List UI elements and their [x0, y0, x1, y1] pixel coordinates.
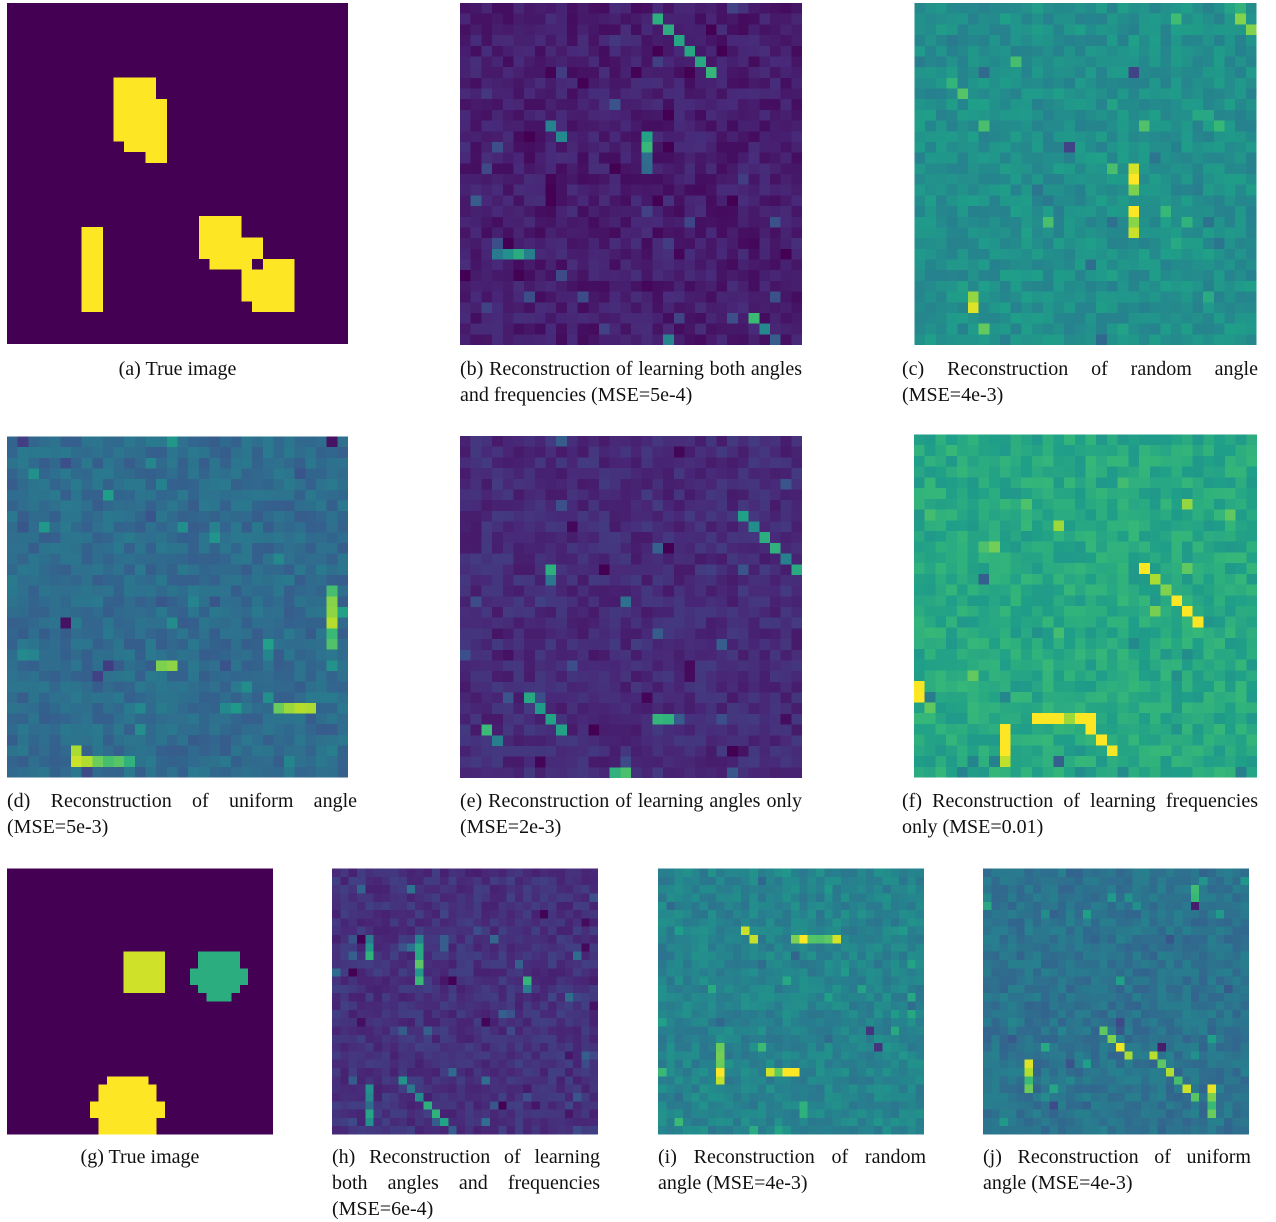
caption-c: (c) Reconstruction of random angle (MSE=… [902, 358, 1258, 406]
panel-b-image [460, 3, 802, 345]
panel-f-image [914, 434, 1257, 778]
caption-d: (d) Reconstruction of uniform angle (MSE… [7, 790, 357, 838]
caption-f: (f) Reconstruction of learning frequenci… [902, 790, 1258, 838]
panel-e-image [460, 436, 802, 778]
caption-e: (e) Reconstruction of learning angles on… [460, 790, 802, 838]
caption-i: (i) Reconstruction of random angle (MSE=… [658, 1146, 926, 1194]
panel-h-image [332, 868, 598, 1135]
panel-j-image [983, 868, 1249, 1135]
caption-h: (h) Reconstruction of learning both angl… [332, 1146, 600, 1220]
panel-i-image [658, 868, 924, 1135]
panel-g-image [7, 868, 273, 1135]
panel-d-image [7, 436, 348, 778]
caption-a: (a) True image [118, 358, 237, 380]
panel-a-image [7, 3, 348, 344]
panel-c-image [914, 3, 1257, 345]
caption-j: (j) Reconstruction of uniform angle (MSE… [983, 1146, 1251, 1194]
caption-b: (b) Reconstruction of learning both angl… [460, 358, 802, 406]
caption-g: (g) True image [80, 1146, 200, 1168]
